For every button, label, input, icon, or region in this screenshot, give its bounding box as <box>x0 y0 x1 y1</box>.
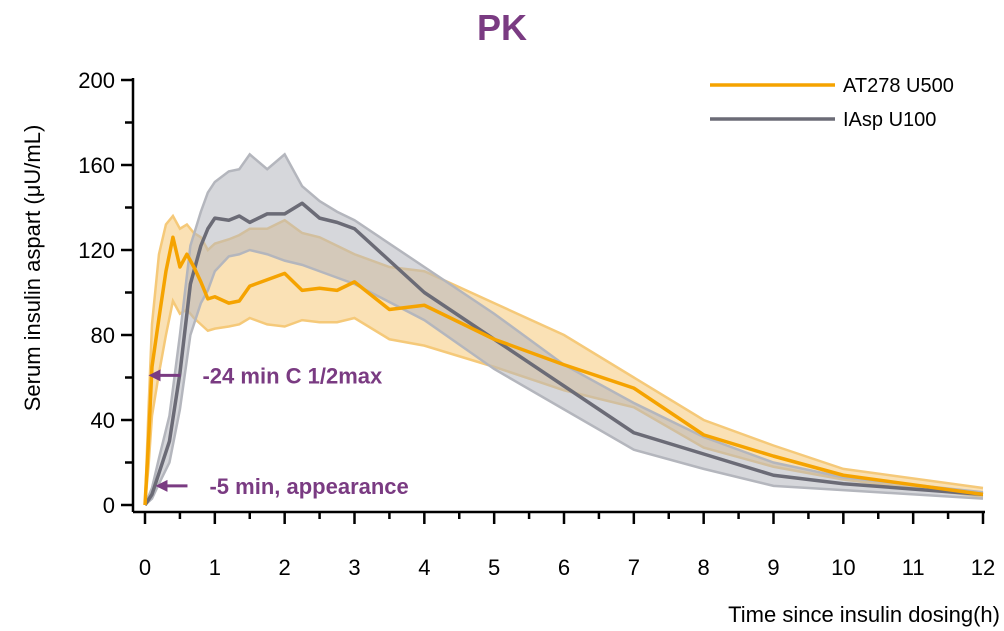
x-tick-label: 11 <box>902 555 925 580</box>
y-tick-label: 160 <box>78 153 115 178</box>
x-tick-label: 7 <box>628 555 640 580</box>
series-lines <box>143 201 984 506</box>
annotation-arrow-head <box>155 479 168 492</box>
x-tick-label: 12 <box>971 555 995 580</box>
x-tick-label: 10 <box>831 555 855 580</box>
annotation-arrow-head <box>148 369 161 382</box>
series-line-2 <box>143 201 984 506</box>
ci-band-series-2 <box>145 154 983 505</box>
confidence-bands <box>143 152 984 506</box>
annotation-label: -24 min C 1/2max <box>202 363 383 388</box>
x-tick-label: 2 <box>279 555 291 580</box>
legend-label-series-2: IAsp U100 <box>843 109 936 131</box>
x-tick-label: 0 <box>139 555 151 580</box>
y-tick-label: 120 <box>78 238 115 263</box>
x-axis-ticks: 0 1 2 3 4 5 6 7 8 9 10 11 12 <box>139 512 995 580</box>
legend: AT278 U500 IAsp U100 <box>710 75 954 131</box>
x-tick-label: 3 <box>348 555 360 580</box>
series-line-1 <box>143 235 984 506</box>
x-tick-label: 5 <box>488 555 500 580</box>
x-tick-label: 6 <box>558 555 570 580</box>
ci-band-series-1 <box>145 216 983 505</box>
x-tick-label: 4 <box>418 555 430 580</box>
x-tick-label: 9 <box>767 555 779 580</box>
legend-label-series-1: AT278 U500 <box>843 75 954 97</box>
annotation-label: -5 min, appearance <box>209 474 408 499</box>
y-tick-label: 40 <box>91 408 115 433</box>
chart-title: PK <box>477 7 527 48</box>
ci-lower-edge-series-2 <box>144 248 984 506</box>
annotations: -24 min C 1/2max -5 min, appearance <box>148 363 409 499</box>
y-axis-label: Serum insulin aspart (μU/mL) <box>20 125 45 412</box>
x-tick-label: 1 <box>209 555 221 580</box>
y-tick-label: 0 <box>103 493 115 518</box>
y-axis-ticks: 0 40 80 120 160 200 <box>78 68 133 518</box>
y-tick-label: 80 <box>91 323 115 348</box>
x-tick-label: 8 <box>698 555 710 580</box>
ci-upper-edge-series-2 <box>143 152 984 506</box>
y-tick-label: 200 <box>78 68 115 93</box>
x-axis-label: Time since insulin dosing(h) <box>728 602 1000 627</box>
